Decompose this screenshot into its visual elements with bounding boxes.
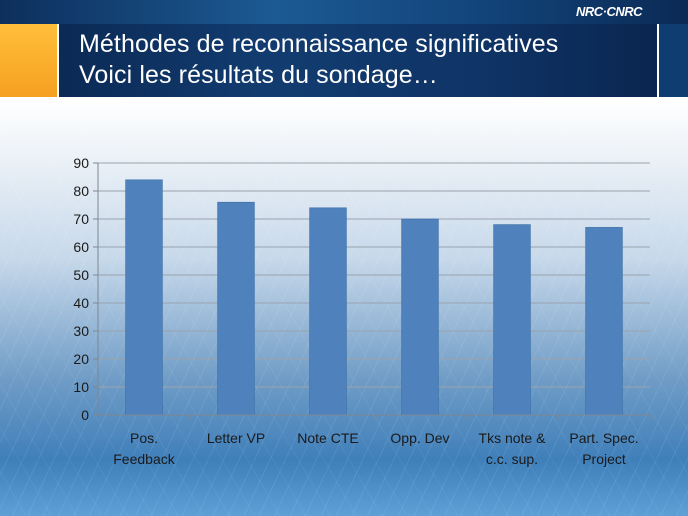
y-tick-label: 50 <box>73 267 89 283</box>
y-tick-label: 20 <box>73 351 89 367</box>
title-right-strip <box>659 24 688 97</box>
y-tick-label: 40 <box>73 295 89 311</box>
page-title: Méthodes de reconnaissance significative… <box>79 30 559 58</box>
nrc-cnrc-logo: NRC·CNRC <box>575 4 643 19</box>
bar <box>493 224 531 416</box>
y-tick-label: 60 <box>73 239 89 255</box>
bar <box>125 179 163 416</box>
x-tick-label: Part. Spec. Project <box>569 430 638 467</box>
bar <box>217 201 255 416</box>
top-banner: NRC·CNRC <box>0 0 688 24</box>
bar <box>309 207 347 416</box>
x-tick-label: Tks note & c.c. sup. <box>479 430 547 467</box>
title-box: Méthodes de reconnaissance significative… <box>59 24 657 97</box>
page-subtitle: Voici les résultats du sondage… <box>79 61 438 89</box>
x-tick-label: Opp. Dev <box>390 430 449 446</box>
x-tick-label: Letter VP <box>207 430 265 446</box>
x-tick-label: Pos. Feedback <box>113 430 175 467</box>
bar <box>401 218 439 416</box>
y-tick-label: 70 <box>73 211 89 227</box>
y-tick-label: 80 <box>73 183 89 199</box>
bar <box>585 227 623 416</box>
y-axis: 0 10 20 30 40 50 60 70 80 90 <box>73 155 99 423</box>
x-axis: Pos. Feedback Letter VP Note CTE Opp. Dev Tks… <box>98 414 651 467</box>
y-tick-label: 30 <box>73 323 89 339</box>
y-tick-label: 90 <box>73 155 89 171</box>
gridlines <box>98 162 650 416</box>
y-tick-label: 0 <box>81 407 89 423</box>
x-tick-label: Note CTE <box>297 430 358 446</box>
accent-block <box>0 24 57 97</box>
y-tick-label: 10 <box>73 379 89 395</box>
bars <box>125 179 623 416</box>
